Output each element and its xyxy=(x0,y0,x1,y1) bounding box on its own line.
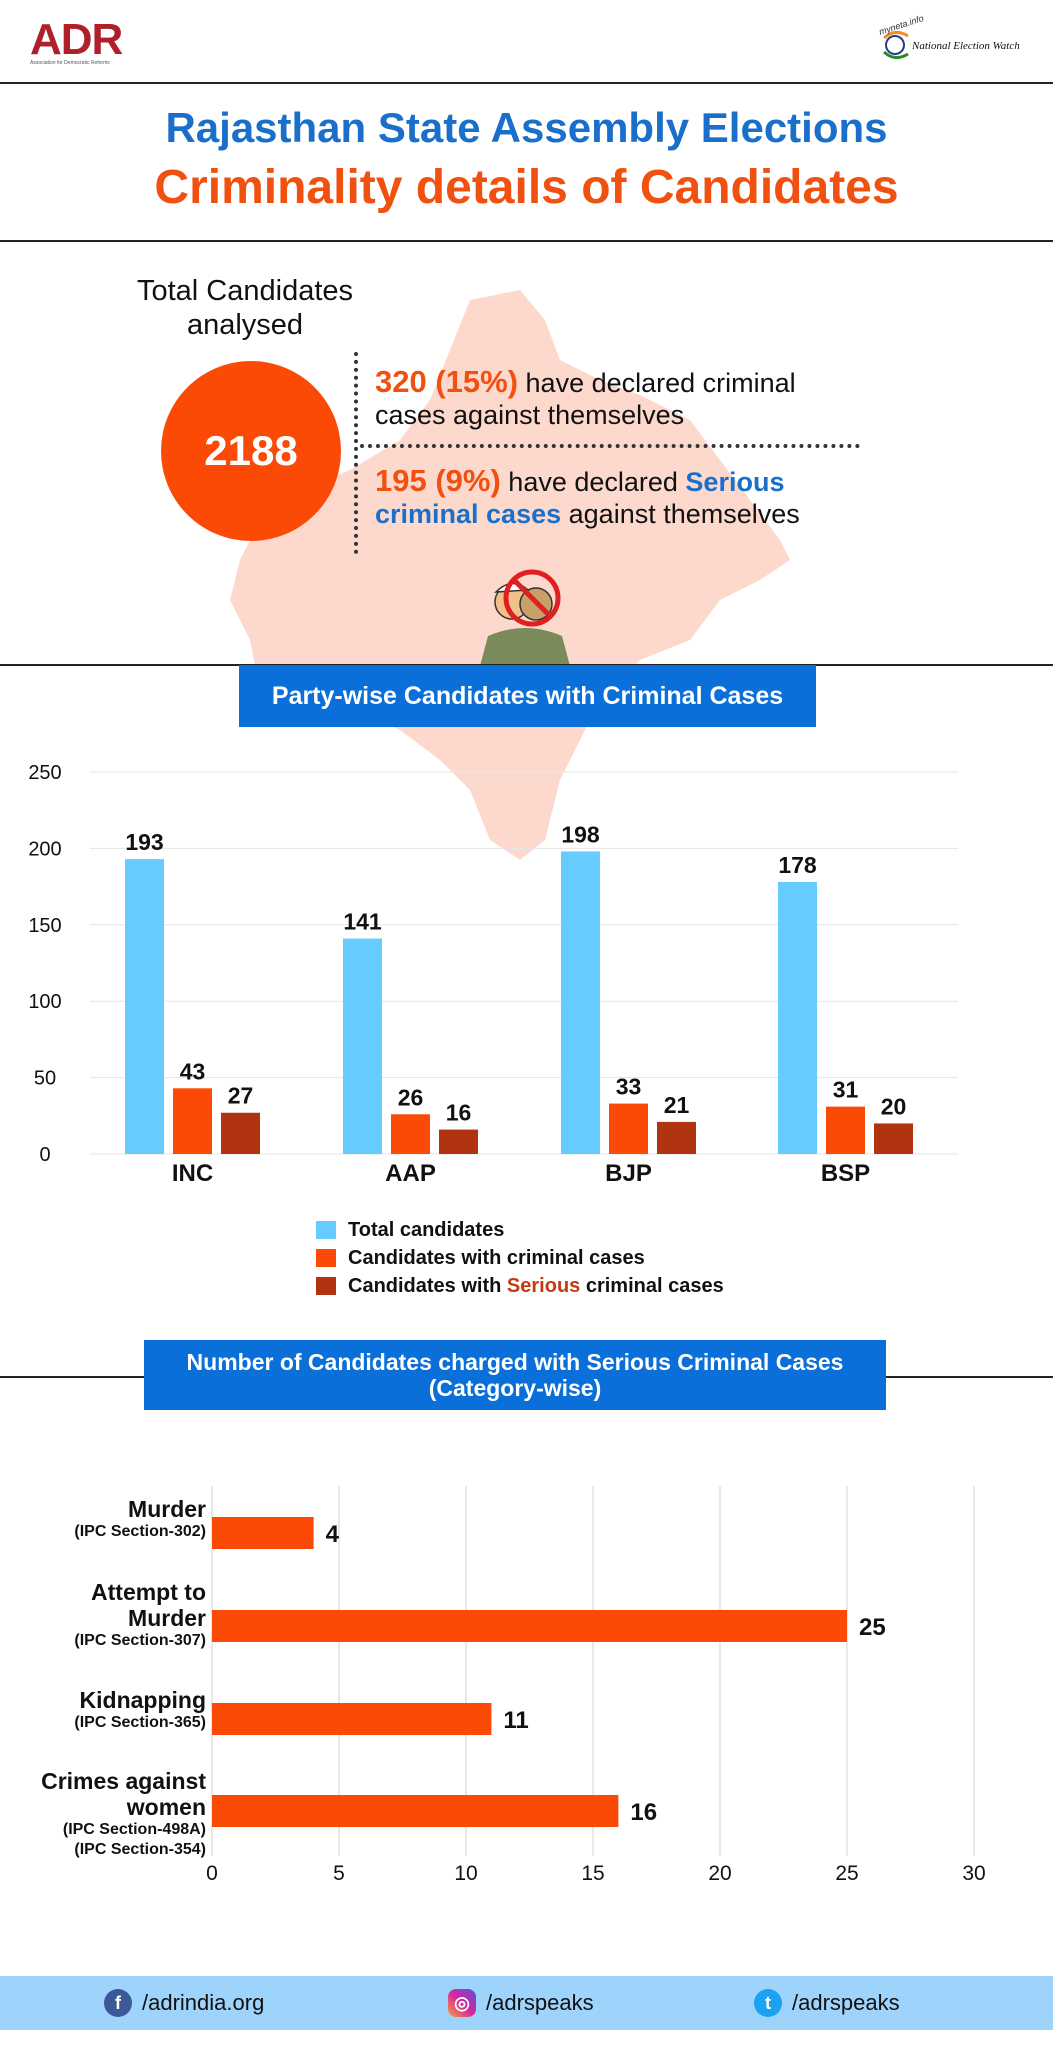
category-label-1: Attempt to Murder (IPC Section-307) xyxy=(74,1579,206,1649)
national-election-watch-logo: myneta.info National Election Watch xyxy=(876,13,1026,60)
bar-value-label: 141 xyxy=(343,909,382,935)
vertical-dotted-divider xyxy=(354,352,358,554)
instagram-link[interactable]: ◎ /adrspeaks xyxy=(448,1989,594,2017)
x-tick-label: 0 xyxy=(206,1862,218,1885)
bar-aap-series-1 xyxy=(391,1114,430,1154)
bar-bsp-series-1 xyxy=(826,1106,865,1154)
election-watch-emblem-icon xyxy=(882,31,909,59)
y-tick-label: 200 xyxy=(28,838,61,860)
bar-value-label: 27 xyxy=(228,1083,254,1109)
x-tick-label: 30 xyxy=(962,1862,985,1885)
legend-swatch-total xyxy=(316,1221,336,1239)
bar-bsp-series-0 xyxy=(778,882,817,1154)
x-tick-label: 15 xyxy=(581,1862,604,1885)
bar-inc-series-2 xyxy=(221,1112,260,1154)
category-label-0: Murder (IPC Section-302) xyxy=(74,1496,206,1540)
bar-inc-series-1 xyxy=(173,1088,212,1154)
legend-item-criminal: Candidates with criminal cases xyxy=(316,1244,724,1272)
bar-value-label: 21 xyxy=(664,1092,690,1118)
bar-value-label: 20 xyxy=(881,1093,907,1119)
horizontal-dotted-divider xyxy=(360,444,860,448)
bar-inc-series-0 xyxy=(125,859,164,1154)
hbar-category-1 xyxy=(212,1610,847,1642)
y-tick-label: 150 xyxy=(28,915,61,937)
bar-bsp-series-2 xyxy=(874,1123,913,1154)
legend-swatch-criminal xyxy=(316,1249,336,1267)
bar-value-label: 178 xyxy=(778,852,817,878)
bar-bjp-series-0 xyxy=(561,851,600,1154)
title-divider xyxy=(0,240,1053,242)
x-tick-label: 20 xyxy=(708,1862,731,1885)
twitter-icon: t xyxy=(754,1989,782,2017)
bar-value-label: 193 xyxy=(125,829,163,855)
no-criminal-mascot-icon xyxy=(480,569,570,666)
category-label-2: Kidnapping (IPC Section-365) xyxy=(74,1687,206,1731)
category-label-3: Crimes against women (IPC Section-498A) (IP… xyxy=(41,1768,206,1858)
y-tick-label: 50 xyxy=(34,1068,56,1090)
x-tick-label: 10 xyxy=(454,1862,477,1885)
category-horizontal-bar-chart: 0 5 10 15 20 25 30 4 25 11 16 xyxy=(206,1486,986,1885)
hbar-category-3 xyxy=(212,1795,619,1827)
hbar-category-2 xyxy=(212,1703,492,1735)
total-candidates-value: 2188 xyxy=(161,361,341,541)
bar-value-label: 26 xyxy=(398,1084,424,1110)
bar-value-label: 33 xyxy=(616,1074,642,1100)
legend-item-serious: Candidates with Serious criminal cases xyxy=(316,1272,724,1300)
bar-value-label: 31 xyxy=(833,1077,859,1103)
y-tick-label: 100 xyxy=(28,991,61,1013)
bar-value-label: 43 xyxy=(180,1058,206,1084)
adr-logo: ADR Association for Democratic Reforms xyxy=(30,15,123,67)
party-wise-bar-chart: 0 50 100 150 200 250 193 43 27 141 26 16 198 33 21 178… xyxy=(28,762,958,1187)
x-category-label: INC xyxy=(172,1160,213,1187)
facebook-icon: f xyxy=(104,1989,132,2017)
hbar-value-label: 11 xyxy=(503,1707,528,1734)
footer: f /adrindia.org ◎ /adrspeaks t /adrspeak… xyxy=(0,1976,1053,2030)
bar-aap-series-2 xyxy=(439,1129,478,1154)
bar-value-label: 16 xyxy=(446,1100,472,1126)
x-category-label: BJP xyxy=(605,1160,652,1187)
party-chart-legend: Total candidates Candidates with crimina… xyxy=(316,1216,724,1300)
serious-cases-stat: 195 (9%) have declared Serious criminal … xyxy=(375,463,800,530)
page-subtitle: Criminality details of Candidates xyxy=(154,161,899,214)
facebook-link[interactable]: f /adrindia.org xyxy=(104,1989,264,2017)
hbar-value-label: 16 xyxy=(630,1799,657,1826)
bar-aap-series-0 xyxy=(343,938,382,1154)
legend-swatch-serious xyxy=(316,1277,336,1295)
x-category-label: AAP xyxy=(385,1160,436,1187)
party-chart-banner: Party-wise Candidates with Criminal Case… xyxy=(239,665,816,727)
bar-value-label: 198 xyxy=(561,821,600,847)
y-tick-label: 0 xyxy=(39,1144,50,1166)
legend-item-total: Total candidates xyxy=(316,1216,724,1244)
twitter-link[interactable]: t /adrspeaks xyxy=(754,1989,900,2017)
hbar-category-0 xyxy=(212,1517,314,1549)
header-divider xyxy=(0,82,1053,84)
hbar-value-label: 25 xyxy=(859,1614,886,1641)
x-category-label: BSP xyxy=(821,1160,870,1187)
page-title: Rajasthan State Assembly Elections xyxy=(165,104,888,151)
category-chart-banner: Number of Candidates charged with Seriou… xyxy=(144,1340,886,1410)
criminal-cases-stat: 320 (15%) have declared criminal cases a… xyxy=(375,364,796,431)
bar-bjp-series-2 xyxy=(657,1121,696,1154)
hbar-value-label: 4 xyxy=(326,1521,340,1548)
instagram-icon: ◎ xyxy=(448,1989,476,2017)
bar-bjp-series-1 xyxy=(609,1103,648,1154)
y-tick-label: 250 xyxy=(28,762,61,784)
x-tick-label: 25 xyxy=(835,1862,858,1885)
total-candidates-label: Total Candidates analysed xyxy=(136,275,354,341)
x-tick-label: 5 xyxy=(333,1862,345,1885)
